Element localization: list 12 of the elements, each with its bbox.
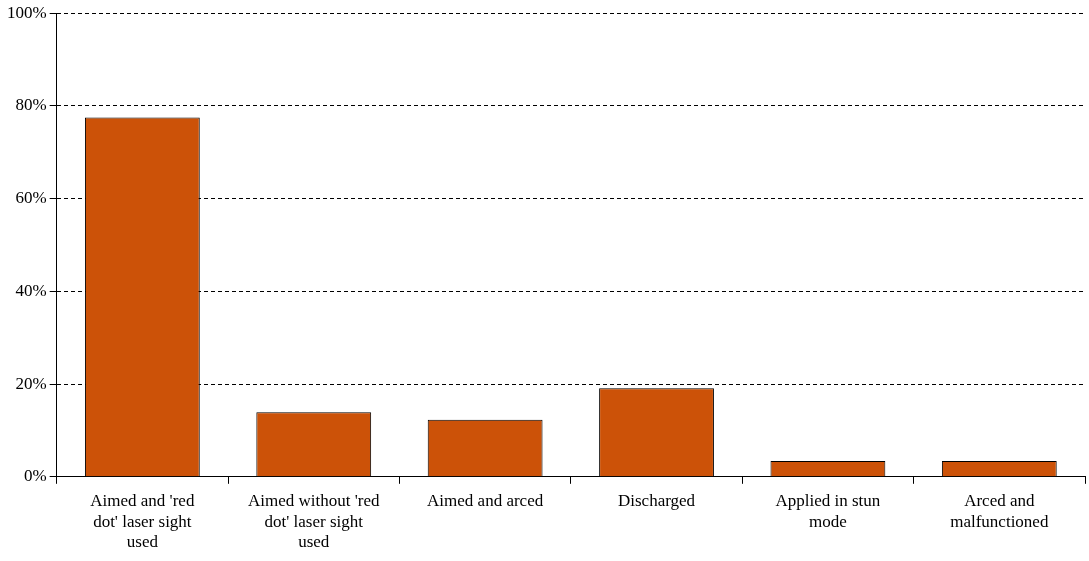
x-tick-label: Aimed without 'red dot' laser sight used [248,491,380,552]
x-tick-label: Discharged [617,491,696,511]
y-tick-label: 60% [15,188,47,208]
y-tick-label: 40% [15,280,47,300]
x-tick-label: Aimed and arced [427,491,544,511]
x-tick-label: Aimed and 'red dot' laser sight used [90,491,195,552]
y-tick-label: 80% [15,95,47,115]
y-tick-label: 100% [6,2,47,22]
y-tick-label: 0% [23,466,47,486]
x-tick-label: Arced and malfunctioned [950,491,1049,531]
y-tick-label: 20% [15,373,47,393]
x-tick-label: Applied in stun mode [775,491,881,531]
